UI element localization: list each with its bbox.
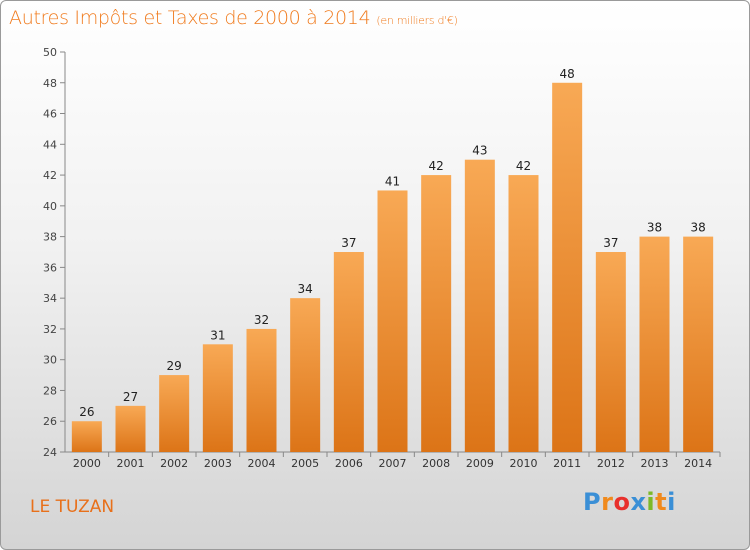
chart-title-text: Autres Impôts et Taxes de 2000 à 2014 (9, 7, 371, 29)
data-label: 26 (79, 405, 94, 419)
x-tick-label: 2012 (597, 457, 625, 470)
y-tick-label: 44 (43, 138, 57, 151)
data-label: 41 (385, 174, 400, 188)
data-label: 34 (298, 282, 313, 296)
x-tick-label: 2010 (510, 457, 538, 470)
y-tick-label: 32 (43, 323, 57, 336)
bars: 26 27 29 31 32 34 37 41 42 43 42 48 37 38 38 (71, 67, 714, 453)
y-tick-label: 50 (43, 46, 57, 59)
bar (683, 236, 714, 452)
logo-letter: r (601, 488, 614, 516)
logo-letter: x (630, 488, 647, 516)
y-tick-label: 24 (43, 446, 57, 459)
x-tick-label: 2009 (466, 457, 494, 470)
bar (71, 421, 102, 452)
data-label: 43 (472, 144, 487, 158)
x-tick-label: 2000 (73, 457, 101, 470)
x-tick-label: 2004 (248, 457, 276, 470)
bar (421, 175, 452, 453)
logo-letter: P (583, 488, 602, 516)
x-tick-label: 2003 (204, 457, 232, 470)
x-tick-label: 2006 (335, 457, 363, 470)
x-tick-label: 2011 (553, 457, 581, 470)
bar (333, 252, 364, 452)
y-tick-label: 48 (43, 77, 57, 90)
bar (595, 252, 626, 452)
y-tick-label: 34 (43, 292, 57, 305)
chart-unit: (en milliers d'€) (376, 14, 458, 27)
logo-letter: i (646, 488, 656, 516)
proxiti-logo: Proxiti (583, 488, 676, 516)
bar (115, 405, 146, 452)
x-tick-label: 2005 (291, 457, 319, 470)
bar (639, 236, 670, 452)
data-label: 27 (123, 390, 138, 404)
bar (508, 175, 539, 453)
data-label: 48 (560, 67, 575, 81)
data-label: 38 (647, 221, 662, 235)
y-tick-label: 38 (43, 231, 57, 244)
data-label: 42 (516, 159, 531, 173)
data-label: 38 (691, 221, 706, 235)
x-tick-label: 2007 (379, 457, 407, 470)
y-tick-label: 42 (43, 169, 57, 182)
data-label: 37 (603, 236, 618, 250)
data-label: 32 (254, 313, 269, 327)
x-tick-label: 2002 (160, 457, 188, 470)
bar (377, 190, 408, 452)
x-tick-label: 2008 (422, 457, 450, 470)
bar (159, 375, 190, 452)
logo-letter: o (613, 488, 631, 516)
data-label: 29 (167, 359, 182, 373)
bar (464, 159, 495, 452)
y-tick-label: 26 (43, 415, 57, 428)
data-label: 42 (429, 159, 444, 173)
y-tick-label: 36 (43, 261, 57, 274)
logo-letter: t (655, 488, 668, 516)
y-tick-label: 46 (43, 108, 57, 121)
logo-letter: i (667, 488, 676, 516)
bar (202, 344, 233, 452)
x-tick-label: 2014 (684, 457, 712, 470)
y-tick-label: 28 (43, 384, 57, 397)
y-tick-label: 40 (43, 200, 57, 213)
chart-title: Autres Impôts et Taxes de 2000 à 2014 (en… (9, 7, 458, 29)
bar (552, 82, 583, 453)
x-tick-label: 2013 (641, 457, 669, 470)
bar (246, 328, 277, 452)
bar (290, 298, 321, 452)
data-label: 31 (210, 328, 225, 342)
y-tick-label: 30 (43, 354, 57, 367)
commune-name: LE TUZAN (30, 497, 115, 517)
data-label: 37 (341, 236, 356, 250)
x-tick-label: 2001 (117, 457, 145, 470)
